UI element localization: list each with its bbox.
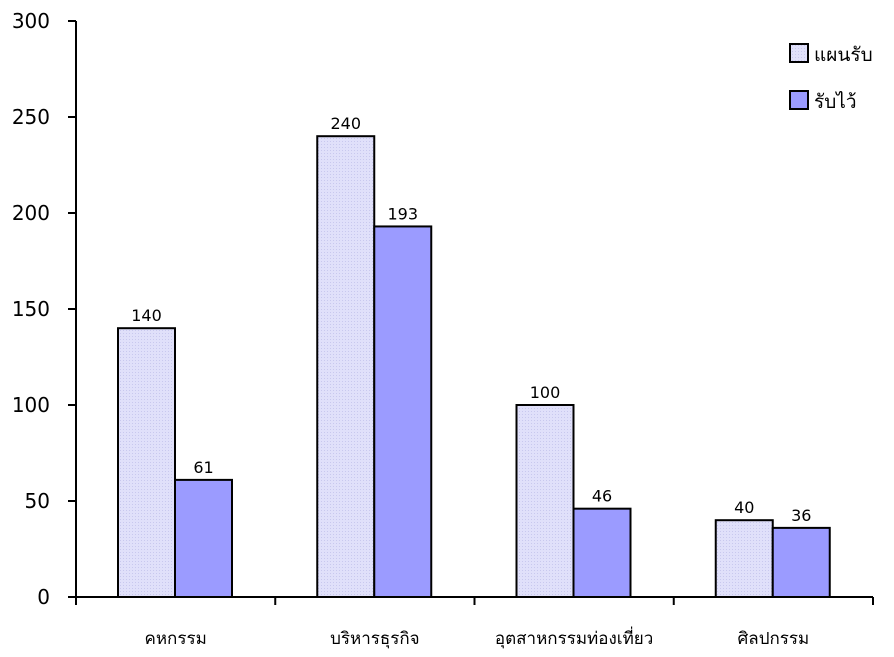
series-1: 140 240 100 40 [117,114,774,599]
legend-item-1: แผนรับ [789,43,873,66]
data-label: 61 [193,458,213,477]
bar-1-2 [316,135,376,598]
y-tick-label: 100 [12,393,50,417]
y-tick-label: 300 [12,9,50,33]
data-label: 36 [791,506,811,525]
data-label: 240 [330,114,361,133]
data-label: 100 [530,383,561,402]
x-tick-label: ศิลปกรรม [737,629,809,649]
data-label: 193 [387,204,418,223]
bar-2-2 [373,225,433,598]
legend-swatch [789,90,809,110]
bar-1-3 [515,404,575,598]
x-tick-label: อุตสาหกรรมท่องเที่ยว [495,626,653,649]
x-tick-label: บริหารธุรกิจ [330,629,420,649]
y-tick-label: 250 [12,105,50,129]
data-label: 140 [131,306,162,325]
y-tick-label: 50 [25,489,50,513]
bar-1-4 [714,519,774,599]
legend: แผนรับรับไว้ [789,43,873,113]
bar-2-4 [771,526,831,599]
x-tick-label: คหกรรม [144,629,206,649]
y-tick-label: 200 [12,201,50,225]
legend-label: แผนรับ [814,44,873,66]
y-tick-label: 150 [12,297,50,321]
y-tick-label: 0 [37,585,50,609]
legend-item-2: รับไว้ [789,90,857,113]
data-label: 40 [734,498,754,517]
data-label: 46 [592,487,612,506]
bar-2-1 [174,478,233,599]
bars-layer: 140 240 100 40 61 193 46 36 [117,114,831,599]
bar-1-1 [117,327,176,598]
legend-swatch [789,43,809,63]
series-2: 61 193 46 36 [174,204,831,599]
axes: 0 50 100 150 200 250 300 คหกรรม บริหารธุรกิจ อุตส… [12,9,874,649]
legend-label: รับไว้ [814,91,857,113]
bar-2-3 [572,507,632,598]
